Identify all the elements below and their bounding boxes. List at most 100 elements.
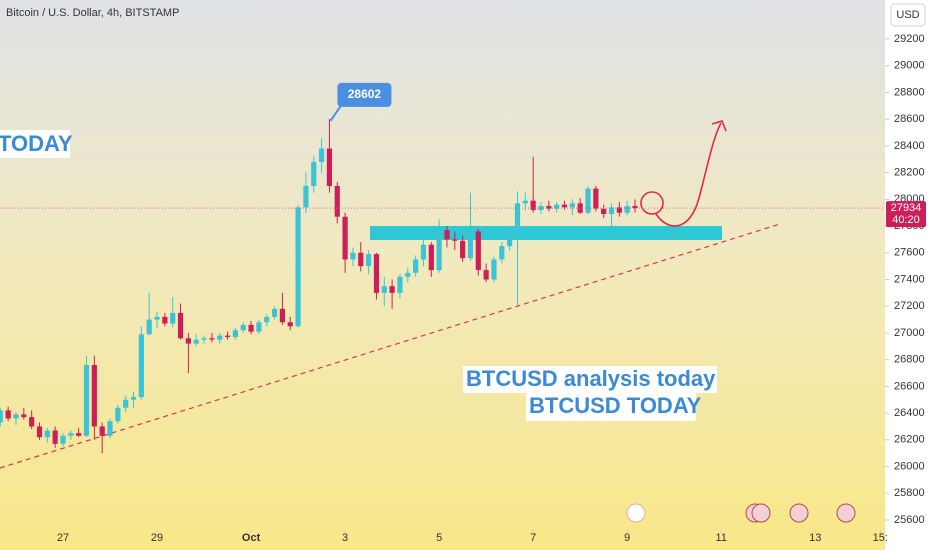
candle-body	[44, 430, 50, 438]
candle-body	[460, 240, 466, 259]
arrow-head	[711, 120, 727, 132]
candle-body	[91, 365, 97, 427]
x-tick-label: 27	[57, 532, 69, 544]
candle-body	[130, 397, 137, 400]
candle-body	[83, 365, 90, 436]
countdown-label: 40:20	[892, 214, 920, 226]
y-tick-label: 27400	[894, 273, 925, 285]
candle-body	[295, 207, 301, 327]
candle-body	[99, 426, 105, 436]
plot-background	[0, 0, 885, 550]
candle-body	[593, 188, 599, 209]
y-tick-label: 28200	[894, 167, 925, 179]
y-tick-label: 27600	[894, 247, 925, 259]
candle-body	[271, 308, 278, 317]
candle-body	[29, 417, 35, 427]
candle-body	[0, 410, 3, 423]
candle-body	[554, 204, 560, 209]
candle-body	[240, 324, 246, 331]
annotation-text: BTCUSD TODAY	[529, 393, 702, 418]
candle-body	[507, 228, 513, 247]
candle-body	[381, 286, 387, 293]
candle-body	[616, 207, 622, 213]
candle-body	[248, 324, 254, 332]
candle-body	[350, 252, 356, 260]
candle-body	[21, 414, 27, 418]
candle-body	[483, 270, 489, 280]
high-bubble	[337, 82, 392, 107]
candle-body	[444, 230, 450, 240]
candle-body	[146, 319, 152, 335]
x-tick-label: 15:	[873, 532, 888, 544]
x-tick-label: 7	[530, 532, 536, 544]
candle-body	[436, 230, 442, 271]
event-icon	[836, 503, 856, 523]
candle-body	[546, 206, 552, 209]
support-zone	[370, 226, 722, 240]
candle-body	[585, 188, 591, 213]
candle-body	[475, 231, 481, 271]
candle-body	[13, 414, 19, 419]
y-tick-label: 29200	[894, 33, 925, 45]
candle-body	[311, 161, 317, 186]
candle-body	[201, 338, 207, 340]
candle-body	[405, 272, 411, 277]
x-tick-label: 13	[809, 532, 821, 544]
y-tick-label: 27200	[894, 300, 925, 312]
x-tick-label: 3	[342, 532, 348, 544]
candle-body	[279, 308, 286, 323]
y-tick-label: 26400	[894, 407, 925, 419]
candles	[0, 118, 638, 454]
candle-body	[76, 433, 82, 436]
candle-body	[217, 335, 223, 340]
y-tick-label: 28800	[894, 86, 925, 98]
high-pointer	[329, 104, 343, 122]
y-tick-label: 29000	[894, 60, 925, 72]
y-tick-label: 28600	[894, 113, 925, 125]
candle-body	[52, 430, 58, 444]
y-tick-label: 26200	[894, 434, 925, 446]
candle-body	[138, 334, 144, 398]
y-tick-label: 26600	[894, 380, 925, 392]
event-icons	[626, 503, 856, 523]
highlight-circle	[640, 191, 664, 215]
candle-body	[185, 338, 191, 344]
annotation-text: BTCUSD analysis today	[466, 366, 716, 391]
candle-body	[287, 322, 293, 327]
x-tick-label: 29	[151, 532, 163, 544]
candle-body	[342, 216, 348, 260]
y-tick-label: 26000	[894, 460, 925, 472]
candle-body	[577, 203, 583, 213]
x-tick-label: 5	[436, 532, 442, 544]
last-price-label: 27934	[891, 202, 922, 214]
y-tick-label: 26800	[894, 354, 925, 366]
candle-body	[303, 185, 309, 208]
candle-body	[530, 200, 536, 211]
candle-body	[154, 316, 160, 320]
chart-title: Bitcoin / U.S. Dollar, 4h, BITSTAMP	[6, 7, 179, 19]
candle-body	[232, 330, 238, 337]
candle-body	[170, 312, 176, 324]
annotation-text: TODAY	[0, 131, 73, 156]
candle-body	[389, 286, 395, 293]
y-tick-label: 25600	[894, 514, 925, 526]
last-price-box	[886, 201, 926, 228]
candle-body	[608, 207, 615, 215]
candle-body	[209, 338, 215, 340]
candle-body	[624, 206, 630, 213]
high-label: 28602	[348, 87, 382, 101]
candle-body	[413, 259, 419, 273]
candle-body	[264, 316, 270, 323]
candle-body	[193, 339, 199, 344]
label-background	[0, 130, 70, 158]
candle-body	[115, 407, 121, 422]
x-tick-label: 9	[624, 532, 630, 544]
candle-body	[373, 254, 380, 293]
candle-body	[123, 399, 129, 408]
label-background	[526, 393, 696, 421]
candle-body	[601, 208, 607, 215]
candle-body	[514, 203, 521, 229]
currency-box	[890, 3, 926, 27]
candle-body	[358, 252, 364, 267]
